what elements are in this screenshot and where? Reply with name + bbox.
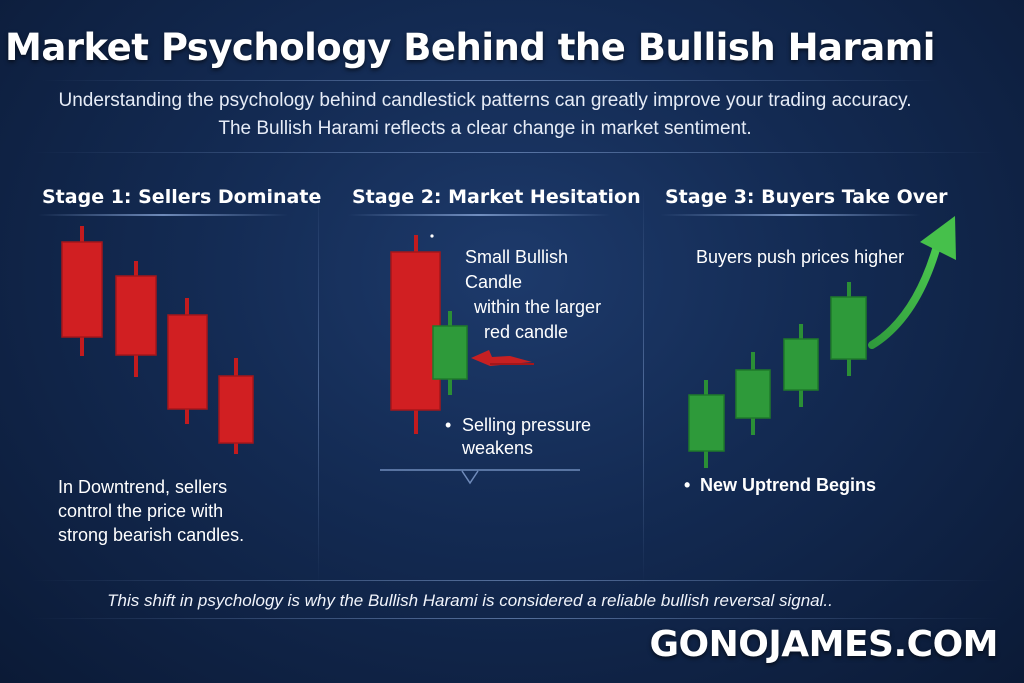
- stage-2-label-line-2: Candle: [465, 272, 523, 292]
- bearish-candle-3: [167, 298, 208, 424]
- small-bullish-candle: [432, 311, 468, 395]
- page-title: Market Psychology Behind the Bullish Har…: [5, 26, 935, 69]
- decorative-dot: [430, 234, 434, 238]
- stage-2-underline: [348, 214, 610, 216]
- bullish-candle-1: [688, 380, 725, 468]
- title-divider: [40, 80, 940, 81]
- stage-2-title: Stage 2: Market Hesitation: [352, 186, 641, 208]
- column-divider-1: [318, 185, 319, 585]
- stage-1-text-line-2: control the price with: [58, 501, 224, 521]
- header-divider: [30, 152, 1000, 153]
- brand-logo: GONOJAMES.COM: [649, 624, 998, 665]
- pointer-arrow-icon: [471, 350, 534, 366]
- uptrend-arrow-icon: [868, 216, 956, 349]
- footer-note: This shift in psychology is why the Bull…: [107, 591, 833, 610]
- subtitle-line-2: The Bullish Harami reflects a clear chan…: [218, 118, 752, 139]
- speech-bubble-line: [380, 469, 580, 485]
- stage-2-label-line-4: red candle: [484, 322, 569, 342]
- subtitle-line-1: Understanding the psychology behind cand…: [58, 90, 912, 111]
- stage-3-bullet-icon: •: [684, 475, 691, 495]
- stage-3-label: Buyers push prices higher: [696, 247, 905, 267]
- stage-1-underline: [38, 214, 288, 216]
- stage-2-label-line-3: within the larger: [474, 297, 602, 317]
- stage-1-title: Stage 1: Sellers Dominate: [42, 186, 322, 208]
- bullish-candle-3: [783, 324, 819, 407]
- bearish-candle-4: [218, 358, 254, 454]
- stage-3-title: Stage 3: Buyers Take Over: [665, 186, 948, 208]
- stage-2-label-line-1: Small Bullish: [465, 247, 569, 267]
- stage-1-text-line-3: strong bearish candles.: [58, 525, 245, 545]
- stage-1-text-line-1: In Downtrend, sellers: [58, 477, 228, 497]
- bullish-candle-2: [735, 352, 771, 435]
- footer-divider-bottom: [30, 618, 1000, 619]
- stage-2-bullet-line-2: weakens: [462, 438, 534, 458]
- bearish-candle-2: [115, 261, 157, 377]
- bearish-candle-1: [61, 226, 103, 356]
- stage-3-underline: [660, 214, 920, 216]
- large-bearish-candle: [390, 235, 441, 434]
- stage-2-bullet-icon: •: [445, 415, 452, 435]
- bullish-candle-4: [830, 282, 867, 376]
- stage-2-bullet-line-1: Selling pressure: [462, 415, 592, 435]
- stage-3-bullet: New Uptrend Begins: [700, 475, 877, 495]
- footer-divider-top: [30, 580, 1000, 581]
- column-divider-2: [643, 185, 644, 585]
